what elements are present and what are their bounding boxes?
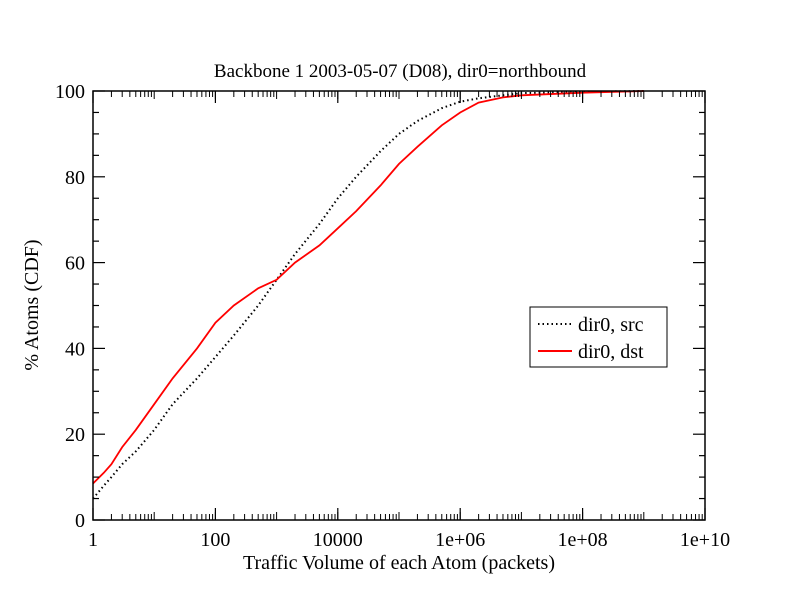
x-tick-label: 1e+08 <box>558 529 608 551</box>
y-tick-label: 40 <box>65 338 85 360</box>
x-axis-ticks: 1 100 10000 1e+06 1e+08 1e+10 <box>88 91 730 551</box>
plot-content <box>92 90 644 500</box>
x-tick-label: 1 <box>88 529 98 551</box>
x-tick-label: 1e+10 <box>680 529 730 551</box>
legend-label-src: dir0, src <box>578 314 644 336</box>
x-axis-label: Traffic Volume of each Atom (packets) <box>243 552 555 574</box>
y-tick-label: 80 <box>65 167 85 189</box>
x-tick-label: 10000 <box>313 529 363 551</box>
y-tick-label: 0 <box>75 510 85 532</box>
y-tick-label: 100 <box>55 81 85 103</box>
y-tick-label: 60 <box>65 253 85 275</box>
x-tick-label: 100 <box>200 529 230 551</box>
y-tick-label: 20 <box>65 424 85 446</box>
legend: dir0, src dir0, dst <box>529 306 668 368</box>
x-tick-label: 1e+06 <box>435 529 485 551</box>
chart-title: Backbone 1 2003-05-07 (D08), dir0=northb… <box>214 61 587 82</box>
legend-label-dst: dir0, dst <box>578 341 644 363</box>
y-axis-ticks: 0 20 40 60 80 100 <box>55 81 705 532</box>
legend-box <box>529 306 668 368</box>
series-line-src <box>92 90 644 500</box>
y-axis-label: % Atoms (CDF) <box>21 239 43 370</box>
series-line-dst <box>92 90 644 485</box>
